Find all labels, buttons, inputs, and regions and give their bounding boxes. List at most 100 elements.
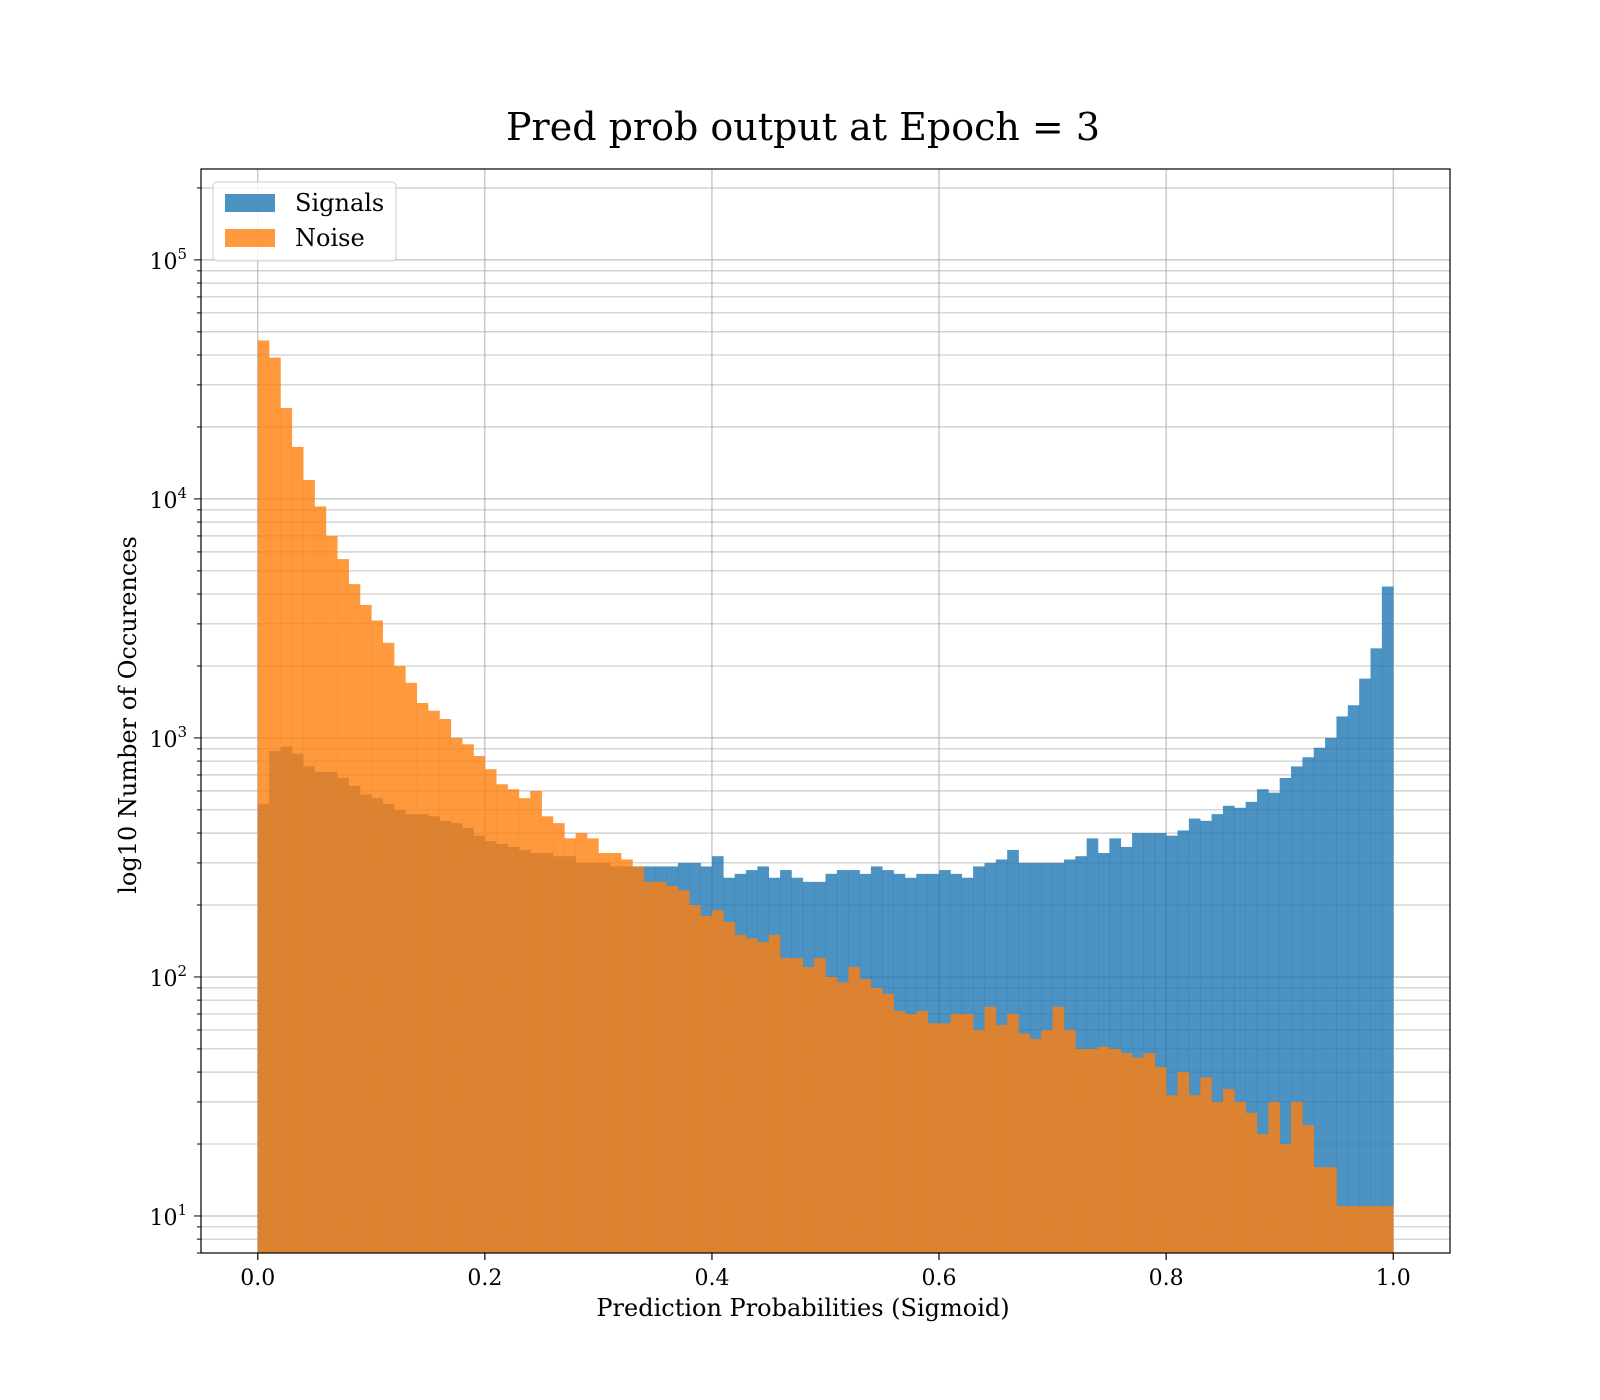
histogram-bar (643, 881, 656, 1253)
histogram-bar (371, 620, 383, 1253)
histogram-bar (1245, 1112, 1258, 1253)
histogram-bar (1200, 820, 1212, 1253)
x-tick-label: 0.6 (922, 1266, 957, 1291)
histogram-bar (655, 881, 667, 1253)
histogram-bar (450, 737, 463, 1253)
histogram-bar (405, 682, 418, 1253)
histogram-bar (814, 958, 826, 1253)
histogram-bar (1234, 807, 1246, 1253)
histogram-bar (1052, 1006, 1065, 1253)
histogram-bar (1313, 747, 1326, 1253)
histogram-bar (496, 784, 508, 1253)
histogram-bar (711, 910, 724, 1253)
histogram-bar (995, 1024, 1008, 1253)
histogram-bar (1200, 1077, 1212, 1253)
histogram-bar (564, 838, 576, 1253)
histogram-bar (882, 993, 894, 1253)
legend: Signals Noise (212, 181, 397, 262)
histogram-bar (1177, 1072, 1190, 1253)
histogram-bar (1279, 1144, 1292, 1253)
x-axis-label: Prediction Probabilities (Sigmoid) (596, 1294, 1009, 1322)
y-tick-label: 104 (149, 484, 187, 514)
histogram-bar (1268, 792, 1280, 1253)
histogram-bar (1313, 1167, 1326, 1253)
histogram-bar (280, 408, 293, 1253)
histogram-bar (1268, 1101, 1280, 1253)
histogram-bar (1302, 1125, 1315, 1253)
histogram-bar (1302, 757, 1315, 1253)
histogram-bar (984, 1006, 997, 1253)
histogram-bar (1222, 805, 1235, 1253)
histogram-bar (598, 853, 611, 1253)
series-noise (257, 340, 1394, 1254)
histogram-bar (1109, 1048, 1122, 1253)
histogram-bar (1143, 1053, 1156, 1253)
x-tick-label: 0.8 (1149, 1266, 1184, 1291)
histogram-bar (632, 866, 645, 1253)
histogram-bar (1234, 1101, 1246, 1253)
histogram-bar (836, 982, 849, 1253)
histogram-bar (1007, 1013, 1019, 1253)
histogram-bars (257, 340, 1394, 1254)
histogram-bar (780, 958, 792, 1253)
histogram-bar (723, 921, 735, 1253)
histogram-bar (1075, 1048, 1087, 1253)
histogram-bar (791, 958, 804, 1253)
histogram-bar (507, 789, 520, 1253)
histogram-bar (893, 1011, 906, 1253)
histogram-bar (859, 979, 872, 1253)
histogram-bar (757, 942, 770, 1253)
histogram-bar (382, 642, 395, 1253)
histogram-bar (484, 769, 497, 1253)
histogram-bar (1029, 1039, 1042, 1253)
histogram-bar (609, 853, 622, 1253)
plot-frame (200, 168, 1451, 1254)
histogram-bar (916, 1011, 928, 1253)
histogram-bar (348, 584, 361, 1253)
histogram-bar (552, 823, 565, 1253)
histogram-bar (1188, 818, 1201, 1253)
histogram-bar (1086, 1048, 1099, 1253)
histogram-bar (1347, 705, 1360, 1253)
histogram-bar (939, 1023, 951, 1253)
histogram-bar (1166, 835, 1178, 1253)
histogram-bar (587, 838, 599, 1253)
histogram-bar (1347, 1206, 1360, 1253)
histogram-bar (1018, 1033, 1031, 1253)
histogram-bar (269, 357, 281, 1253)
histogram-bar (325, 535, 338, 1253)
histogram-bar (1291, 1101, 1303, 1253)
y-tick-label: 102 (149, 962, 187, 992)
legend-swatch-signals (225, 194, 275, 212)
axes: 0.0 0.2 0.4 0.6 0.8 1.0 101 102 103 104 105 (149, 168, 1451, 1291)
histogram-bar (1154, 1067, 1167, 1253)
histogram-bar (439, 719, 452, 1253)
histogram-bar (291, 446, 304, 1253)
histogram-bar (1222, 1088, 1235, 1253)
histogram-bar (621, 859, 633, 1253)
histogram-bar (1370, 648, 1383, 1253)
histogram-bar (1177, 830, 1190, 1253)
y-tick-label: 101 (149, 1201, 187, 1231)
histogram-bar (927, 1023, 940, 1253)
histogram-bar (359, 604, 372, 1253)
legend-label-noise: Noise (295, 224, 365, 252)
histogram-bar (1245, 801, 1258, 1253)
histogram-bar (1381, 1206, 1394, 1253)
histogram-bar (337, 559, 349, 1253)
histogram-bar (848, 967, 860, 1253)
histogram-bar (541, 816, 554, 1253)
histogram-bar (768, 934, 781, 1253)
histogram-bar (1143, 833, 1156, 1253)
histogram-bar (1098, 1046, 1110, 1253)
y-tick-label: 103 (149, 723, 187, 753)
histogram-bar (303, 479, 315, 1253)
x-tick-label: 1.0 (1376, 1266, 1411, 1291)
histogram-bar (530, 790, 542, 1253)
histogram-bar (462, 744, 474, 1253)
histogram-bar (1336, 716, 1349, 1253)
histogram-bar (1109, 838, 1122, 1253)
x-tick-label: 0.0 (240, 1266, 275, 1291)
x-tick-label: 0.2 (467, 1266, 502, 1291)
